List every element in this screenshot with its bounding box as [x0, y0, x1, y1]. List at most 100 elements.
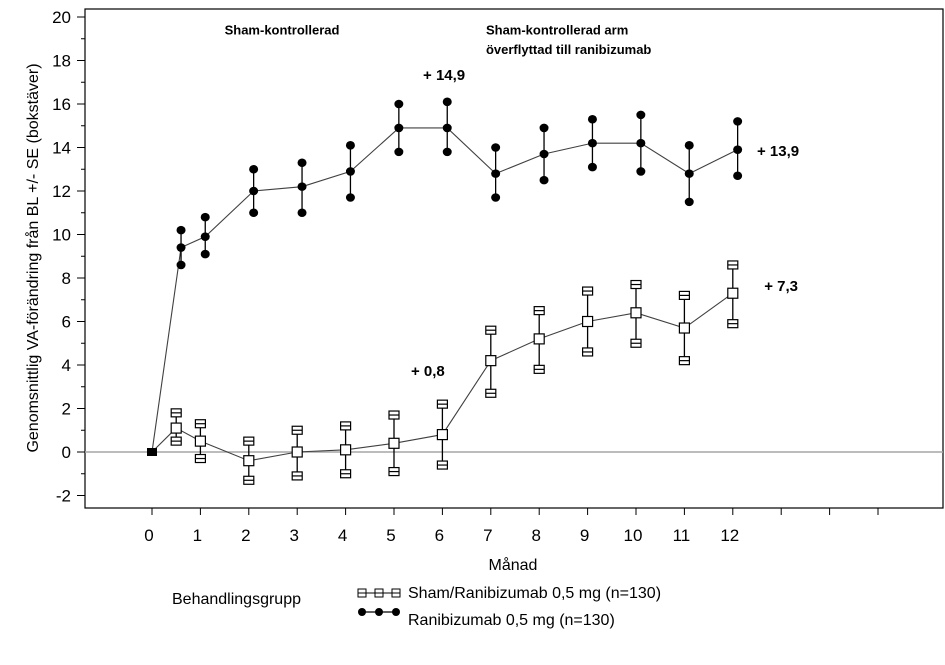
x-tick-label: 1: [193, 526, 202, 545]
x-tick-label: 9: [580, 526, 589, 545]
error-cap-lower: [678, 356, 691, 366]
error-cap-upper: [727, 260, 739, 270]
x-tick-label: 7: [483, 526, 492, 545]
data-point: [727, 287, 739, 299]
data-point: [684, 169, 694, 178]
legend-symbol-ranibizumab: [358, 608, 400, 616]
error-cap-upper: [678, 290, 691, 300]
data-point: [176, 243, 186, 252]
error-cap-upper: [733, 117, 743, 126]
x-tick-label: 2: [241, 526, 250, 545]
error-cap-lower: [170, 436, 182, 446]
data-point: [194, 435, 206, 447]
legend-marker: [375, 608, 383, 616]
y-tick-label: 18: [52, 52, 71, 71]
data-point: [539, 149, 549, 159]
x-tick-label: 10: [624, 526, 643, 545]
y-tick-label: 10: [52, 226, 71, 245]
error-cap-lower: [340, 469, 352, 479]
data-point: [394, 123, 404, 133]
error-cap-lower: [630, 338, 642, 348]
x-tick-label: 11: [673, 526, 691, 545]
annotation-label: + 7,3: [764, 278, 798, 295]
baseline-point: [147, 448, 157, 456]
data-point: [297, 182, 307, 191]
error-cap-upper: [340, 421, 352, 431]
y-axis-title: Genomsnittlig VA-förändring från BL +/- …: [24, 63, 42, 452]
series-sham-ranibizumab: [147, 260, 739, 485]
error-cap-upper: [291, 425, 303, 435]
series-line: [151, 292, 734, 462]
data-point: [340, 444, 352, 456]
data-point: [345, 167, 355, 176]
data-point: [581, 315, 594, 328]
error-cap-upper: [533, 306, 545, 316]
error-cap-lower: [539, 175, 549, 185]
annotation-label: + 14,9: [423, 67, 465, 84]
data-point: [678, 322, 691, 334]
error-cap-upper: [684, 141, 694, 150]
error-cap-upper: [587, 114, 597, 124]
data-point: [249, 186, 259, 196]
legend-marker: [358, 608, 366, 616]
data-point: [587, 138, 597, 148]
data-point: [630, 307, 642, 319]
data-point: [170, 422, 182, 434]
error-cap-upper: [194, 419, 206, 429]
error-cap-upper: [636, 110, 646, 120]
error-cap-lower: [587, 162, 597, 172]
error-cap-lower: [581, 347, 594, 357]
y-tick-label: 8: [62, 269, 71, 288]
data-point: [442, 123, 452, 133]
data-point: [388, 437, 400, 449]
x-axis-title: Månad: [489, 556, 538, 574]
error-cap-lower: [291, 471, 303, 481]
annotation-label: Sham-kontrollerad arm: [486, 22, 628, 37]
annotation-label: + 13,9: [757, 143, 799, 160]
legend-title: Behandlingsgrupp: [172, 591, 301, 608]
data-point: [636, 138, 646, 148]
y-tick-label: 4: [62, 356, 71, 375]
error-cap-lower: [249, 208, 259, 218]
y-tick-label: 14: [52, 139, 71, 158]
error-cap-upper: [243, 436, 255, 446]
error-cap-lower: [297, 208, 307, 218]
y-tick-label: 0: [62, 443, 71, 462]
data-point: [200, 232, 210, 241]
error-cap-lower: [194, 453, 206, 464]
series-line: [151, 127, 738, 453]
error-cap-upper: [394, 99, 404, 109]
error-cap-lower: [394, 147, 404, 157]
error-cap-lower: [491, 193, 501, 202]
annotation-label: överflyttad till ranibizumab: [486, 42, 651, 57]
data-point: [243, 455, 255, 467]
legend: Behandlingsgrupp Sham/Ranibizumab 0,5 mg…: [172, 585, 661, 629]
y-tick-label: 16: [52, 95, 71, 114]
y-tick-label: 20: [52, 8, 71, 27]
error-cap-upper: [630, 279, 642, 290]
error-cap-upper: [345, 141, 355, 150]
error-cap-lower: [533, 364, 545, 374]
error-cap-lower: [684, 197, 694, 207]
error-cap-upper: [539, 123, 549, 133]
error-cap-lower: [436, 460, 448, 470]
error-cap-lower: [243, 475, 255, 485]
error-cap-upper: [485, 325, 497, 335]
error-cap-upper: [581, 286, 594, 296]
error-cap-upper: [249, 164, 259, 174]
legend-entry-ranibizumab: Ranibizumab 0,5 mg (n=130): [408, 612, 615, 629]
y-tick-label: 6: [62, 313, 71, 332]
error-cap-upper: [491, 143, 501, 152]
x-tick-label: 3: [289, 526, 298, 545]
error-cap-upper: [176, 225, 186, 235]
plot-frame: [84, 8, 944, 509]
data-point: [291, 446, 303, 458]
error-cap-upper: [442, 97, 452, 107]
data-point: [436, 429, 448, 441]
annotation-label: Sham-kontrollerad: [225, 22, 340, 37]
error-cap-lower: [727, 319, 739, 329]
error-cap-lower: [345, 193, 355, 202]
error-cap-lower: [636, 167, 646, 176]
legend-marker: [392, 608, 400, 616]
